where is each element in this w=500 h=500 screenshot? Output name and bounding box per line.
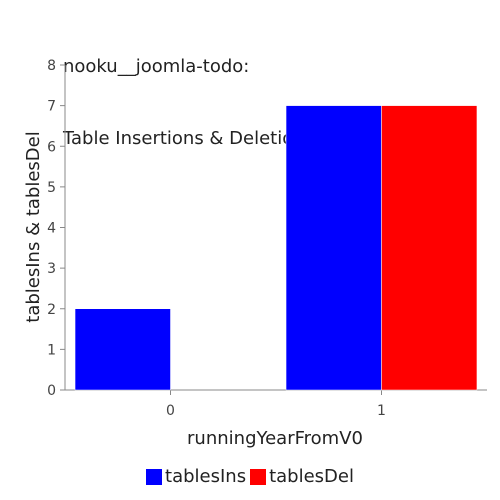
legend: tablesIns tablesDel — [0, 466, 500, 487]
y-tick-label: 2 — [47, 302, 56, 318]
y-tick-label: 3 — [47, 261, 56, 277]
y-tick-label: 5 — [47, 180, 56, 196]
legend-swatch-tablesdel — [250, 468, 267, 485]
y-axis: 0 1 2 3 4 5 6 7 8 — [47, 58, 66, 399]
x-axis-label: runningYearFromV0 — [187, 428, 363, 449]
y-tick-label: 4 — [47, 221, 56, 237]
y-tick-label: 7 — [47, 99, 56, 115]
y-axis-label: tablesIns & tablesDel — [23, 131, 44, 322]
chart-title-line-1: nooku__joomla-todo: — [63, 56, 250, 77]
bar-tablesdel-1 — [381, 105, 478, 391]
legend-label-tablesdel: tablesDel — [269, 466, 354, 487]
y-tick-label: 0 — [47, 383, 56, 399]
y-tick-label: 6 — [47, 139, 56, 155]
y-tick-label: 1 — [47, 342, 56, 358]
bar-tablesins-0 — [74, 308, 171, 391]
legend-label-tablesins: tablesIns — [165, 466, 247, 487]
bars — [74, 105, 478, 391]
bar-tablesins-1 — [285, 105, 382, 391]
x-tick-label: 1 — [377, 403, 386, 419]
legend-item-tablesdel: tablesDel — [250, 466, 354, 487]
x-tick-label: 0 — [166, 403, 175, 419]
legend-swatch-tablesins — [146, 468, 163, 485]
y-tick-label: 8 — [47, 58, 56, 74]
legend-item-tablesins: tablesIns — [146, 466, 246, 487]
